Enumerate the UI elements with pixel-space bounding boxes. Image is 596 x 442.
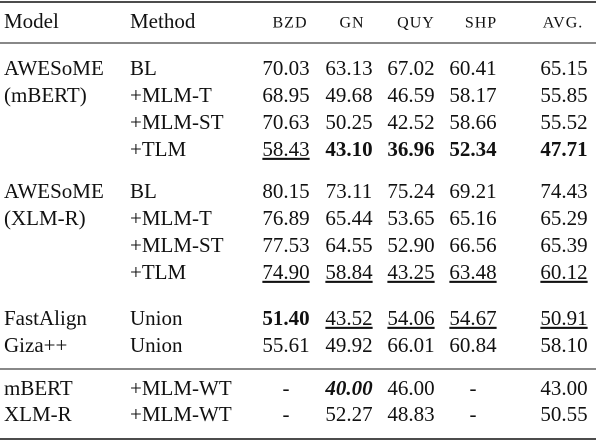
header-cell: SHP: [465, 15, 497, 32]
value-cell: 74.43: [540, 179, 587, 203]
value-cell: 50.55: [540, 402, 587, 426]
value-cell: 64.55: [325, 233, 372, 257]
header-cell: GN: [339, 15, 364, 32]
value-cell: 43.10: [325, 137, 372, 161]
method-cell: +TLM: [130, 137, 186, 161]
method-cell: Union: [130, 333, 183, 357]
method-cell: Union: [130, 306, 183, 330]
value-cell: 63.13: [325, 56, 372, 80]
value-cell: 55.61: [262, 333, 309, 357]
value-cell: 77.53: [262, 233, 309, 257]
value-cell: 60.12: [540, 260, 587, 284]
value-cell: 52.90: [387, 233, 434, 257]
model-cell: XLM-R: [4, 402, 72, 426]
value-cell: 43.52: [325, 306, 372, 330]
value-cell: 58.84: [325, 260, 373, 284]
value-cell: 43.00: [540, 376, 587, 400]
value-cell: 58.66: [449, 110, 496, 134]
value-cell: 52.27: [325, 402, 372, 426]
method-cell: +MLM-T: [130, 206, 212, 230]
value-cell: 55.85: [540, 83, 587, 107]
value-cell: 70.03: [262, 56, 309, 80]
value-cell: 75.24: [387, 179, 435, 203]
value-cell: 52.34: [449, 137, 497, 161]
value-cell: 60.84: [449, 333, 497, 357]
value-cell: 58.17: [449, 83, 496, 107]
model-cell: AWESoME: [4, 56, 104, 80]
model-cell: Giza++: [4, 333, 67, 357]
model-cell: mBERT: [4, 376, 73, 400]
method-cell: +TLM: [130, 260, 186, 284]
value-cell: 40.00: [324, 376, 373, 400]
value-cell: -: [470, 376, 477, 400]
header-cell: Method: [130, 9, 196, 33]
value-cell: 42.52: [387, 110, 434, 134]
header-cell: Model: [4, 9, 59, 33]
value-cell: 53.65: [387, 206, 434, 230]
value-cell: 46.00: [387, 376, 434, 400]
method-cell: +MLM-WT: [130, 402, 232, 426]
value-cell: 50.91: [540, 306, 587, 330]
value-cell: 58.10: [540, 333, 587, 357]
value-cell: 73.11: [326, 179, 372, 203]
model-cell: AWESoME: [4, 179, 104, 203]
value-cell: 51.40: [262, 306, 309, 330]
method-cell: +MLM-T: [130, 83, 212, 107]
value-cell: 67.02: [387, 56, 434, 80]
value-cell: 50.25: [325, 110, 372, 134]
value-cell: -: [283, 402, 290, 426]
method-cell: BL: [130, 56, 157, 80]
value-cell: -: [283, 376, 290, 400]
value-cell: 58.43: [262, 137, 309, 161]
value-cell: 76.89: [262, 206, 309, 230]
value-cell: 47.71: [540, 137, 587, 161]
method-cell: +MLM-WT: [130, 376, 232, 400]
value-cell: 68.95: [262, 83, 309, 107]
model-cell: FastAlign: [4, 306, 87, 330]
value-cell: 49.68: [325, 83, 372, 107]
method-cell: +MLM-ST: [130, 110, 224, 134]
value-cell: 66.56: [449, 233, 496, 257]
value-cell: 36.96: [387, 137, 434, 161]
value-cell: 48.83: [387, 402, 434, 426]
header-cell: QUY: [397, 15, 435, 32]
value-cell: 65.39: [540, 233, 587, 257]
value-cell: 69.21: [449, 179, 496, 203]
value-cell: 54.06: [387, 306, 434, 330]
method-cell: +MLM-ST: [130, 233, 224, 257]
value-cell: 65.29: [540, 206, 587, 230]
value-cell: 46.59: [387, 83, 434, 107]
model-cell: (mBERT): [4, 83, 87, 107]
value-cell: 49.92: [325, 333, 372, 357]
value-cell: 70.63: [262, 110, 309, 134]
value-cell: 65.16: [449, 206, 496, 230]
value-cell: 65.15: [540, 56, 587, 80]
value-cell: 43.25: [387, 260, 434, 284]
value-cell: 65.44: [325, 206, 373, 230]
header-cell: BZD: [273, 15, 308, 32]
value-cell: 63.48: [449, 260, 496, 284]
value-cell: -: [470, 402, 477, 426]
value-cell: 66.01: [387, 333, 434, 357]
value-cell: 74.90: [262, 260, 309, 284]
method-cell: BL: [130, 179, 157, 203]
model-cell: (XLM-R): [4, 206, 86, 230]
value-cell: 54.67: [449, 306, 496, 330]
header-cell: AVG.: [543, 15, 584, 32]
value-cell: 80.15: [262, 179, 309, 203]
value-cell: 60.41: [449, 56, 496, 80]
value-cell: 55.52: [540, 110, 587, 134]
